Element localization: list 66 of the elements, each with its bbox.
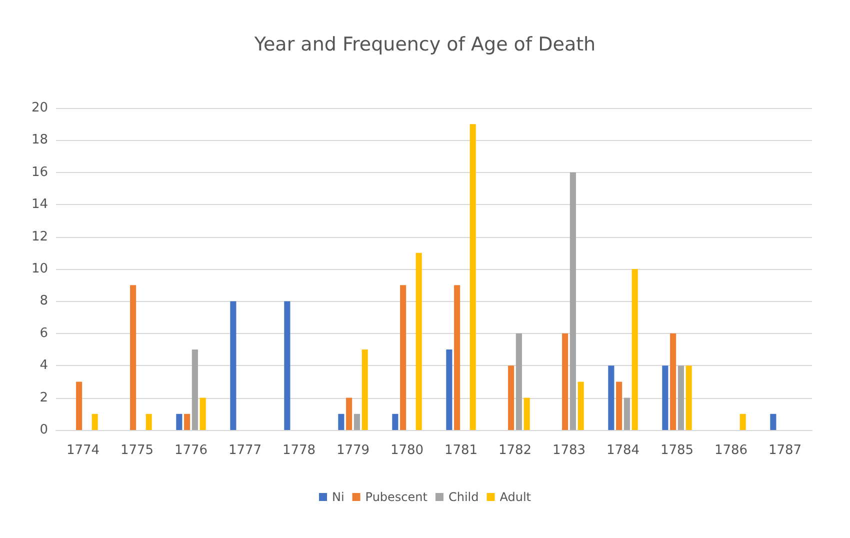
bar bbox=[346, 398, 352, 430]
bar bbox=[76, 382, 82, 430]
bar bbox=[770, 414, 776, 430]
bar bbox=[338, 414, 344, 430]
bar bbox=[230, 301, 236, 430]
bar bbox=[200, 398, 206, 430]
legend-label: Ni bbox=[332, 490, 344, 504]
legend-label: Pubescent bbox=[365, 490, 428, 504]
bar bbox=[416, 252, 422, 430]
y-tick-label: 14 bbox=[31, 197, 48, 212]
x-tick-label: 1784 bbox=[606, 443, 640, 458]
y-tick-label: 18 bbox=[31, 132, 48, 148]
bar bbox=[192, 350, 198, 430]
x-tick-label: 1783 bbox=[552, 443, 586, 458]
x-tick-label: 1780 bbox=[390, 443, 424, 458]
x-tick-label: 1782 bbox=[498, 443, 532, 458]
x-tick-label: 1786 bbox=[714, 443, 748, 458]
y-tick-label: 8 bbox=[40, 294, 48, 309]
x-tick-label: 1778 bbox=[282, 443, 316, 458]
bar bbox=[146, 414, 152, 430]
y-tick-label: 2 bbox=[40, 390, 48, 406]
x-tick-label: 1775 bbox=[120, 443, 154, 458]
bar bbox=[130, 285, 136, 430]
bar bbox=[740, 414, 746, 430]
bar bbox=[362, 350, 368, 430]
x-tick-label: 1785 bbox=[660, 443, 694, 458]
bar bbox=[562, 333, 568, 430]
bar bbox=[508, 366, 514, 430]
legend-label: Adult bbox=[500, 490, 532, 504]
bar bbox=[400, 285, 406, 430]
y-tick-label: 20 bbox=[31, 100, 48, 116]
bar bbox=[446, 350, 452, 430]
chart-title: Year and Frequency of Age of Death bbox=[253, 34, 596, 56]
bar bbox=[662, 366, 668, 430]
bar bbox=[616, 382, 622, 430]
bar bbox=[686, 366, 692, 430]
bar bbox=[678, 366, 684, 430]
y-tick-label: 12 bbox=[31, 229, 48, 244]
bar bbox=[176, 414, 182, 430]
bar bbox=[284, 301, 290, 430]
bar bbox=[570, 172, 576, 430]
x-tick-label: 1777 bbox=[228, 443, 262, 458]
bar bbox=[624, 398, 630, 430]
y-tick-label: 6 bbox=[40, 326, 48, 341]
bar bbox=[524, 398, 530, 430]
bar bbox=[184, 414, 190, 430]
x-tick-label: 1787 bbox=[768, 443, 802, 458]
legend-label: Child bbox=[448, 490, 479, 504]
bar bbox=[516, 333, 522, 430]
x-tick-label: 1776 bbox=[174, 443, 208, 458]
x-tick-label: 1774 bbox=[66, 443, 100, 458]
bar bbox=[632, 269, 638, 430]
bar bbox=[392, 414, 398, 430]
y-tick-label: 10 bbox=[31, 262, 48, 276]
y-tick-label: 0 bbox=[40, 422, 48, 438]
bar bbox=[470, 124, 476, 430]
bar bbox=[578, 382, 584, 430]
bar bbox=[92, 414, 98, 430]
bar bbox=[454, 285, 460, 430]
bar bbox=[608, 366, 614, 430]
bar bbox=[670, 333, 676, 430]
x-tick-label: 1781 bbox=[444, 443, 478, 458]
y-tick-label: 16 bbox=[31, 164, 48, 180]
y-tick-label: 4 bbox=[40, 358, 48, 374]
bar bbox=[354, 414, 360, 430]
x-tick-label: 1779 bbox=[336, 443, 370, 458]
